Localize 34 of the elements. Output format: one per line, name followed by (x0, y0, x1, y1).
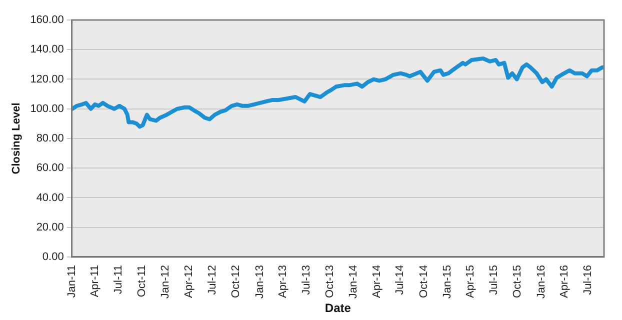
x-tick-label: Jan-12 (160, 264, 172, 299)
x-tick-label: Jan-15 (441, 264, 454, 299)
y-tick-label: 140.00 (30, 44, 64, 56)
x-tick-label: Apr-16 (558, 264, 571, 298)
x-tick-label: Oct-15 (512, 264, 524, 298)
x-tick-label: Oct-13 (324, 264, 336, 298)
x-tick-label: Apr-11 (89, 264, 102, 298)
y-tick-label: 120.00 (30, 73, 64, 86)
x-tick-label: Oct-11 (136, 264, 148, 298)
x-tick-label: Apr-12 (183, 264, 196, 298)
x-tick-label: Oct-12 (230, 264, 242, 298)
x-tick-label: Jul-15 (488, 264, 500, 295)
x-tick-label: Jan-11 (66, 264, 78, 298)
x-tick-label: Jul-16 (582, 264, 594, 295)
y-tick-label: 60.00 (36, 162, 64, 174)
x-tick-label: Jul-12 (206, 264, 218, 295)
y-tick-label: 80.00 (36, 132, 64, 145)
x-tick-label: Jul-13 (300, 264, 312, 295)
x-tick-label: Oct-14 (418, 264, 430, 298)
y-tick-label: 40.00 (36, 192, 64, 204)
y-axis-title: Closing Level (10, 102, 23, 174)
y-tick-label: 160.00 (30, 14, 64, 26)
x-tick-label: Apr-14 (370, 264, 383, 298)
x-tick-label: Jan-14 (348, 264, 360, 299)
x-tick-label: Jan-13 (254, 264, 266, 299)
y-tick-label: 0.00 (42, 250, 64, 263)
x-tick-label: Jan-16 (535, 264, 548, 299)
x-axis-title: Date (324, 301, 352, 316)
x-tick-label: Jul-14 (394, 264, 406, 295)
x-tick-label: Jul-11 (112, 264, 124, 294)
x-tick-label: Apr-13 (276, 264, 289, 298)
y-tick-label: 100.00 (30, 102, 64, 115)
x-tick-label: Apr-15 (464, 264, 477, 298)
y-tick-label: 20.00 (36, 221, 64, 234)
